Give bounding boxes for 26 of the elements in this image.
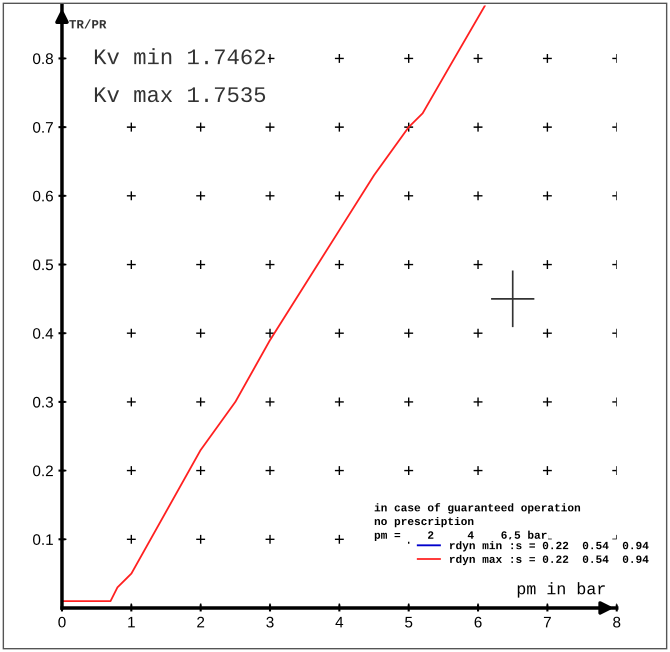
y-tick-label: 0.3 — [33, 396, 53, 408]
annotation: Kv min 1.7462 — [94, 48, 265, 64]
x-tick-label: 8 — [613, 616, 620, 628]
annotation: pm = 2 4 6,5 bar — [374, 530, 547, 542]
x-tick-label: 5 — [405, 616, 412, 628]
y-tick-label: 0.5 — [33, 259, 54, 270]
y-tick-label: 0.4 — [33, 328, 54, 339]
x-tick-label: 0 — [58, 616, 66, 628]
annotation: in case of guaranteed operation — [374, 503, 580, 514]
x-tick-label: 2 — [197, 616, 204, 628]
y-tick-label: 0.7 — [33, 122, 53, 133]
legend-label: rdyn max :s = 0.22 0.54 0.94 — [450, 554, 649, 566]
y-tick-label: 0.1 — [33, 534, 53, 545]
x-tick-label: 7 — [544, 616, 551, 628]
y-tick-label: 0.8 — [33, 53, 53, 64]
x-tick-label: 1 — [128, 616, 135, 628]
x-tick-label: 6 — [474, 616, 482, 628]
y-axis-title: TR/PR — [69, 19, 106, 28]
y-tick-label: 0.6 — [33, 190, 53, 202]
legend-label: rdyn min :s = 0.22 0.54 0.94 — [450, 541, 649, 552]
annotation: Kv max 1.7535 — [94, 87, 266, 102]
x-axis-title: pm in bar — [518, 582, 605, 598]
y-tick-label: 0.2 — [33, 465, 53, 476]
annotation: no prescription — [374, 516, 474, 528]
x-tick-label: 4 — [335, 616, 344, 628]
x-tick-label: 3 — [266, 616, 274, 628]
